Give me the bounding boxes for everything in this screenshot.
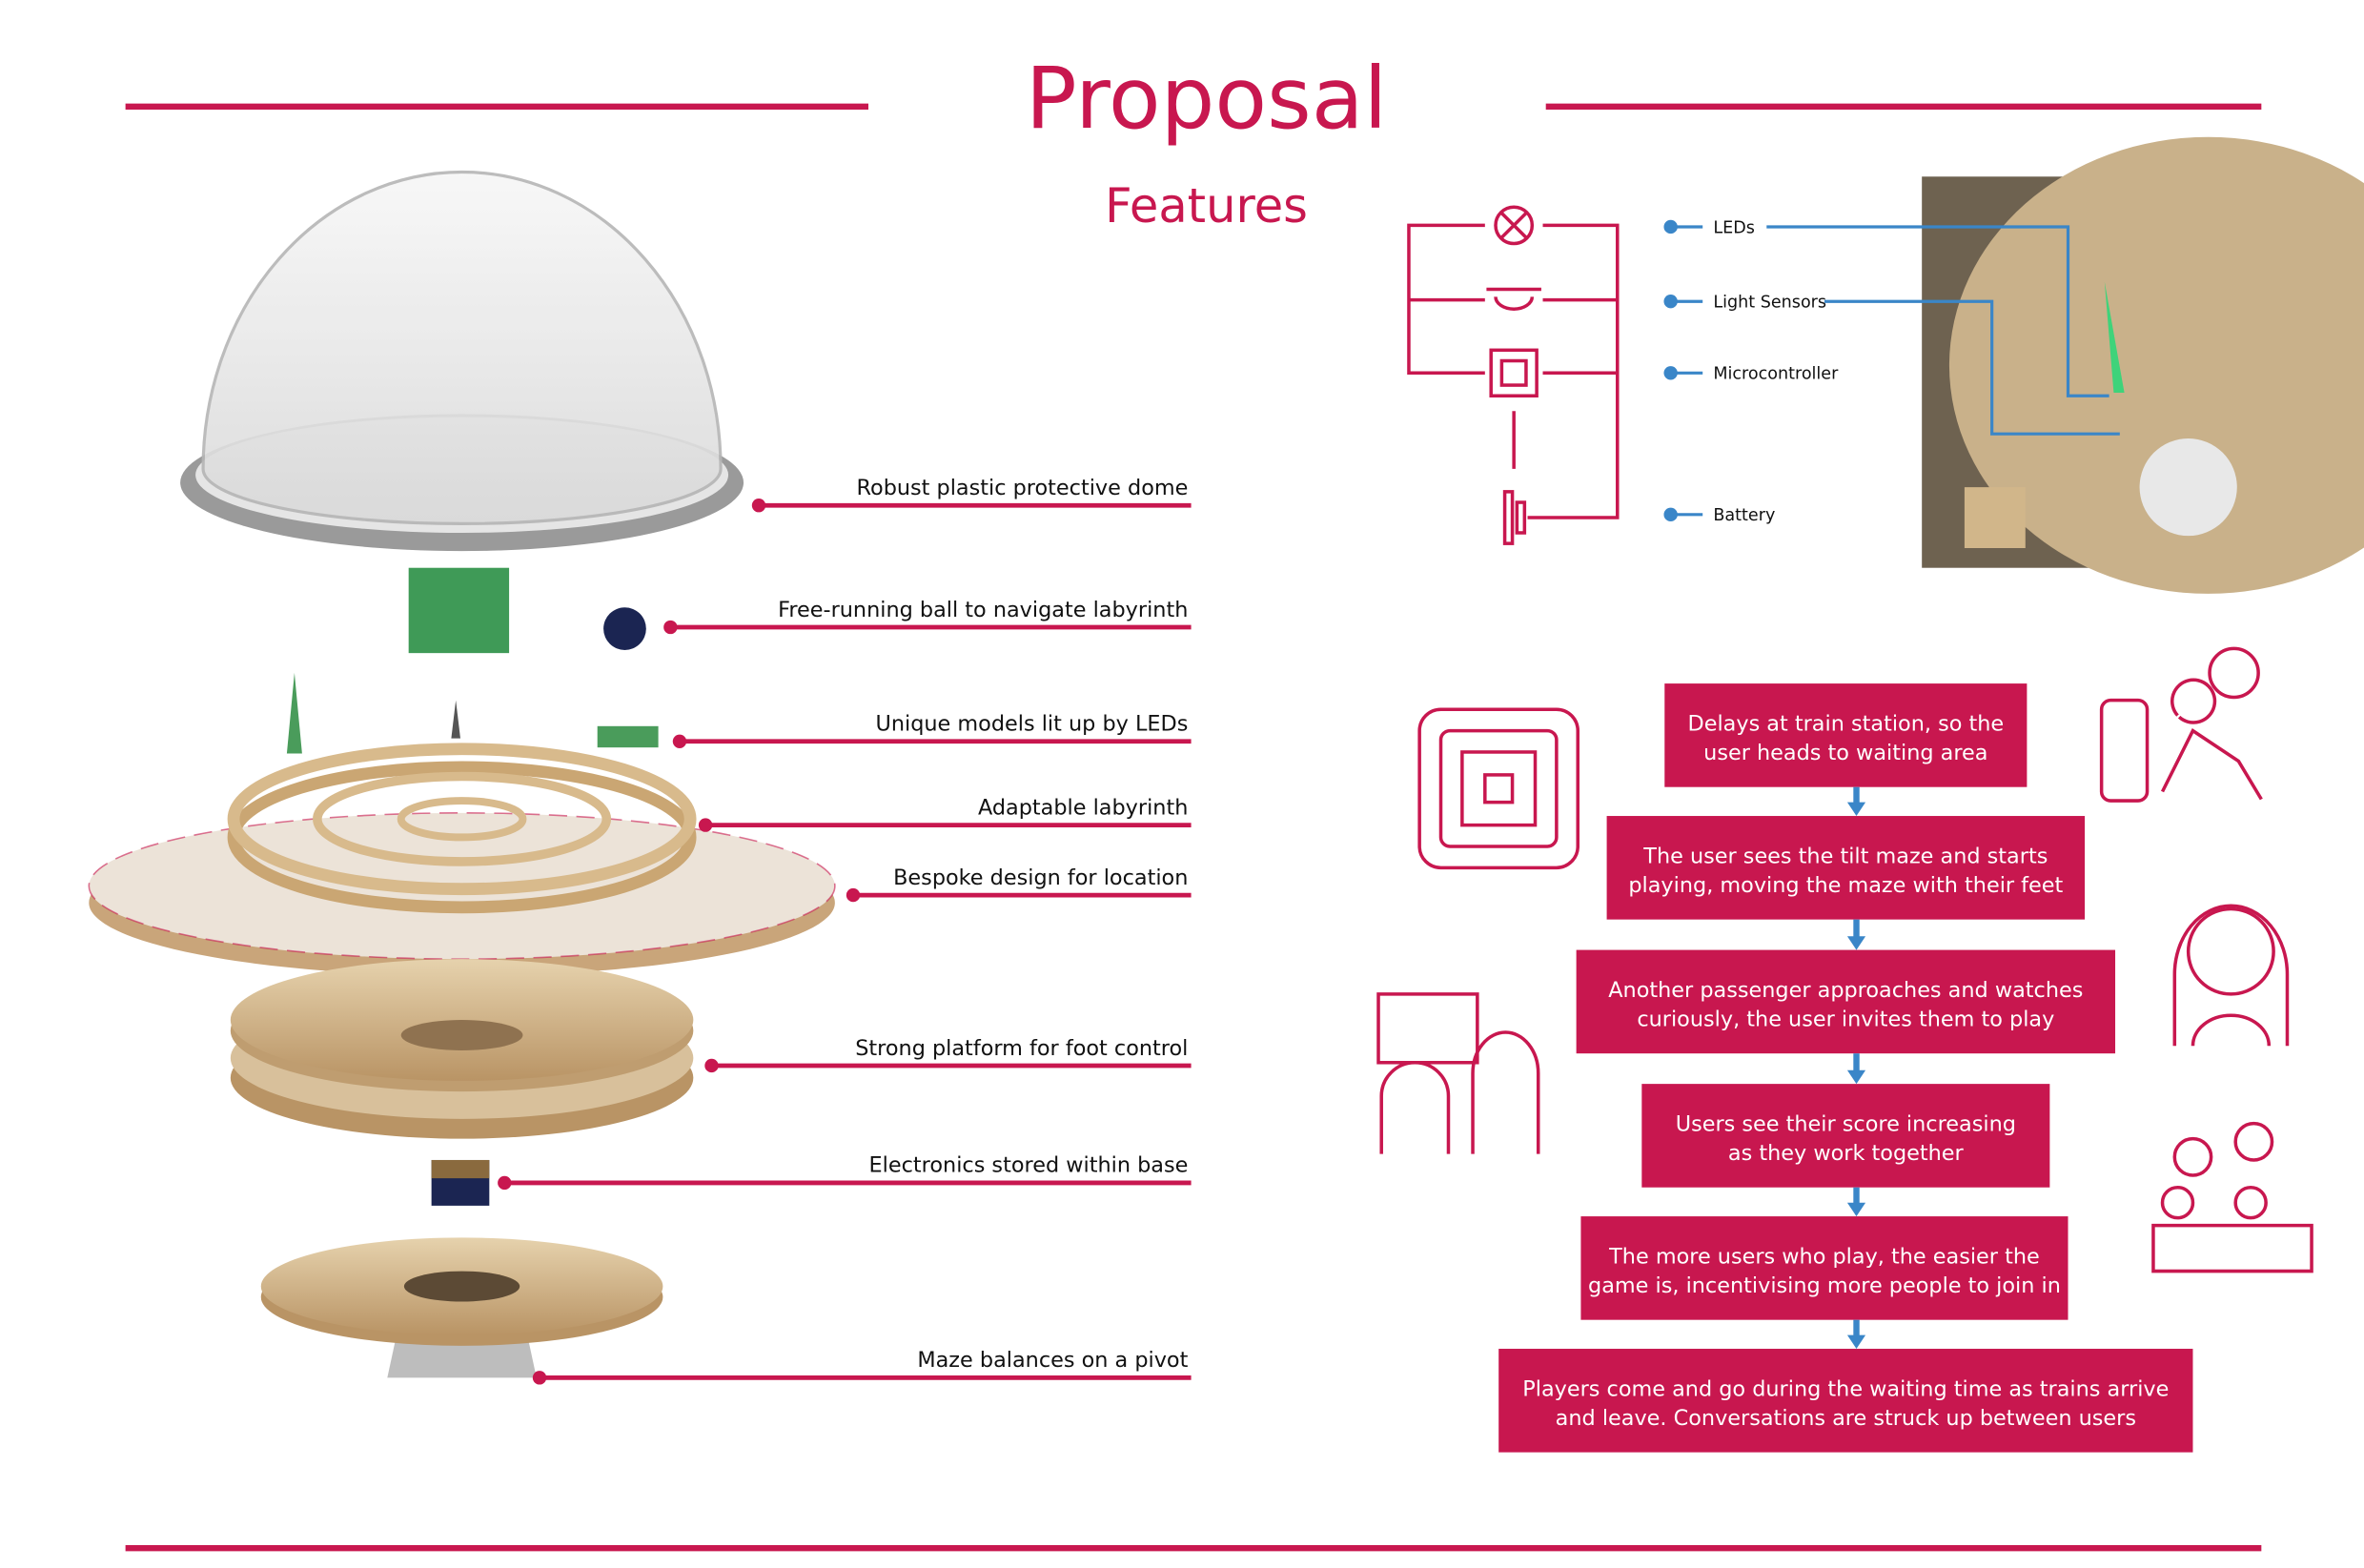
callout-label: Maze balances on a pivot <box>917 1348 1188 1373</box>
flow-box <box>1580 1216 2068 1320</box>
flow-text: Players come and go during the waiting t… <box>1522 1377 2169 1402</box>
callout-dot <box>846 887 861 903</box>
flow-box <box>1664 683 2028 787</box>
callout-label: Free-running ball to navigate labyrinth <box>778 598 1188 622</box>
circuit-label: Light Sensors <box>1713 294 1826 313</box>
callout-dot <box>498 1175 512 1191</box>
callout-label: Bespoke design for location <box>893 865 1188 890</box>
callout-dot <box>672 734 687 748</box>
subtitle: Features <box>1105 178 1308 234</box>
label-dot <box>1663 366 1678 380</box>
flow-box <box>1641 1084 2050 1188</box>
callout-dot <box>751 499 766 513</box>
callout-dot <box>532 1371 547 1385</box>
flow-text: playing, moving the maze with their feet <box>1628 873 2063 898</box>
flow-text: curiously, the user invites them to play <box>1637 1007 2054 1031</box>
flow-text: The user sees the tilt maze and starts <box>1642 845 2048 869</box>
flow-text: The more users who play, the easier the <box>1608 1245 2040 1270</box>
arrow-head <box>1846 936 1866 950</box>
arrow-head <box>1846 1069 1866 1085</box>
circuit-label: LEDs <box>1713 218 1755 237</box>
flow-text: game is, incentivising more people to jo… <box>1588 1273 2061 1298</box>
flow-text: Delays at train station, so the <box>1687 712 2004 737</box>
flow-text: user heads to waiting area <box>1703 741 1987 765</box>
callout-label: Adaptable labyrinth <box>978 795 1188 820</box>
callout-dot <box>698 818 713 832</box>
label-dot <box>1663 295 1678 309</box>
label-dot <box>1663 219 1678 234</box>
callout-dot <box>704 1058 719 1073</box>
title: Proposal <box>1026 50 1388 149</box>
arrow-head <box>1846 802 1866 817</box>
flow-text: Users see their score increasing <box>1676 1112 2016 1137</box>
callout-label: Unique models lit up by LEDs <box>875 712 1188 737</box>
callout-dot <box>663 620 678 635</box>
icons <box>1376 646 2313 1273</box>
callout-label: Robust plastic protective dome <box>857 476 1189 500</box>
circuit-label: Microcontroller <box>1713 365 1839 384</box>
arrow-head <box>1846 1202 1866 1217</box>
flow-box <box>1606 816 2086 920</box>
flow-text: and leave. Conversations are struck up b… <box>1556 1406 2136 1431</box>
illustration <box>88 170 836 1378</box>
callout-label: Strong platform for foot control <box>855 1036 1188 1061</box>
arrow-head <box>1846 1334 1866 1350</box>
circuit-diagram <box>1407 136 2364 594</box>
flow-box <box>1576 949 2116 1054</box>
flow-text: as they work together <box>1728 1141 1965 1166</box>
label-dot <box>1663 507 1678 522</box>
flow-text: Another passenger approaches and watches <box>1608 978 2083 1003</box>
circuit-label: Battery <box>1713 506 1775 525</box>
flow-box <box>1498 1349 2193 1453</box>
callout-label: Electronics stored within base <box>869 1153 1189 1178</box>
